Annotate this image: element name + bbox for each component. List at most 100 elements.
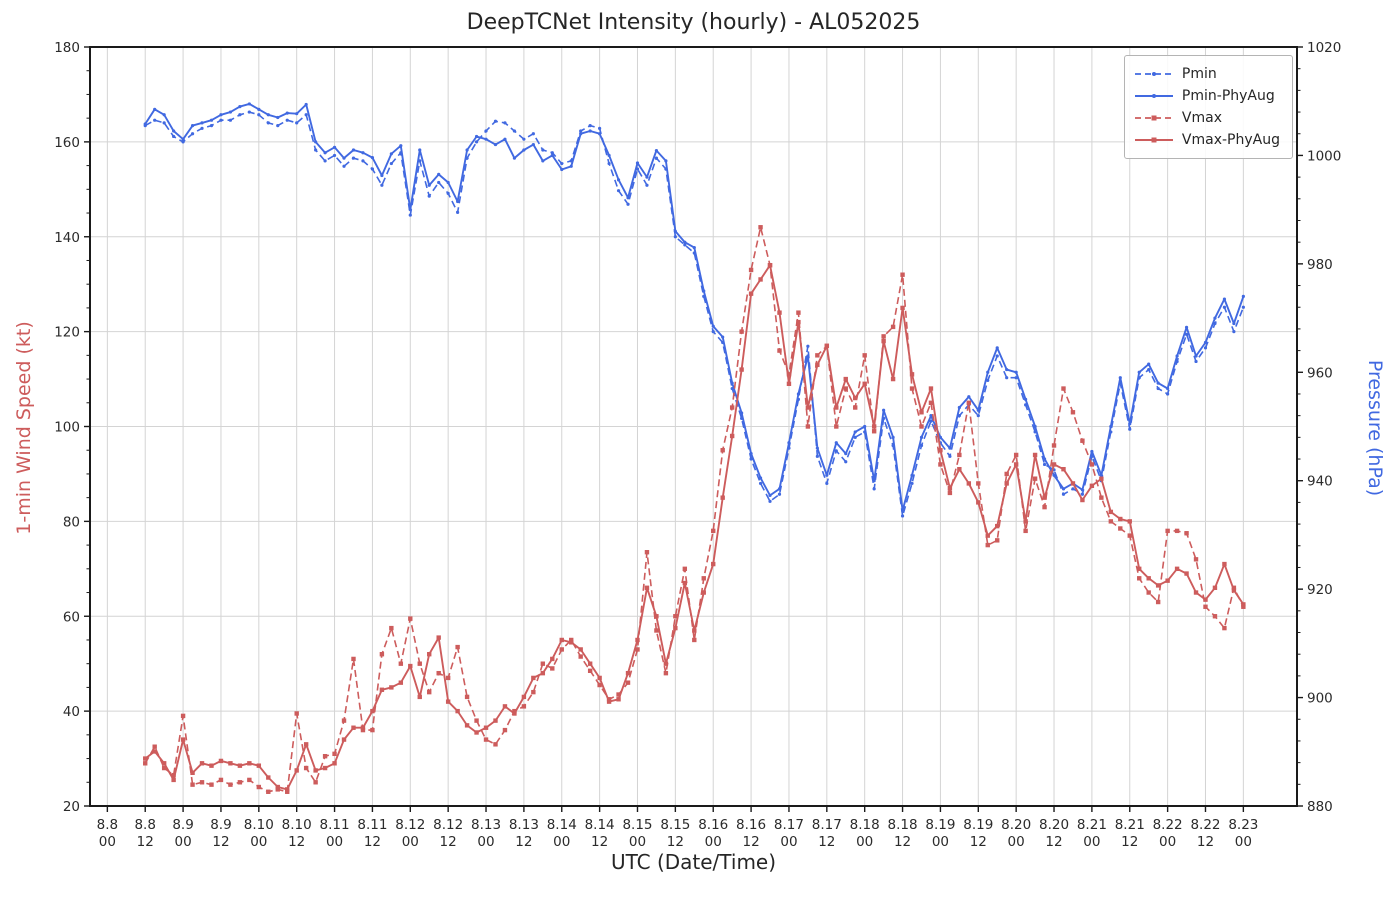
- marker-square: [1222, 561, 1227, 567]
- marker-dot: [749, 452, 753, 456]
- marker-square: [464, 723, 470, 728]
- marker-square: [758, 277, 763, 282]
- marker-square: [483, 725, 489, 730]
- marker-dot: [815, 454, 819, 458]
- marker-square: [218, 758, 224, 764]
- marker-dot: [550, 153, 554, 158]
- marker-square: [512, 708, 517, 714]
- marker-square: [673, 614, 678, 619]
- x-tick-label-hour: 12: [1197, 834, 1214, 850]
- marker-dot: [408, 208, 412, 212]
- marker-dot: [1052, 473, 1056, 477]
- marker-square: [701, 576, 706, 581]
- marker-dot: [768, 499, 772, 503]
- x-tick-label-hour: 00: [1159, 834, 1176, 850]
- marker-dot: [1080, 492, 1085, 496]
- marker-square: [332, 751, 337, 757]
- x-axis-label: UTC (Date/Time): [610, 850, 777, 874]
- legend-line-pmin: [1134, 72, 1173, 76]
- y-tick-label-right: 980: [1307, 257, 1333, 273]
- marker-dot: [427, 183, 431, 187]
- x-tick-label: 8.21: [1077, 817, 1107, 833]
- marker-square: [1089, 462, 1095, 467]
- marker-square: [483, 737, 489, 742]
- marker-square: [1023, 528, 1028, 534]
- marker-dot: [834, 449, 838, 453]
- marker-dot: [181, 137, 185, 141]
- marker-square: [625, 670, 631, 676]
- marker-square: [464, 694, 470, 700]
- marker-square: [1184, 571, 1189, 576]
- marker-dot: [948, 454, 952, 458]
- marker-square: [332, 761, 337, 766]
- marker-square: [871, 429, 877, 434]
- legend-sample-marker: [1151, 115, 1157, 121]
- marker-dot: [711, 324, 715, 328]
- marker-square: [143, 761, 148, 766]
- marker-square: [502, 727, 508, 733]
- marker-square: [550, 656, 555, 662]
- x-tick-label-hour: 00: [932, 834, 949, 850]
- marker-square: [1146, 576, 1151, 581]
- marker-square: [1013, 452, 1019, 458]
- marker-dot: [474, 140, 479, 144]
- marker-square: [587, 661, 593, 666]
- marker-square: [180, 737, 186, 742]
- marker-dot: [342, 164, 346, 168]
- marker-square: [351, 725, 356, 730]
- marker-square: [540, 670, 546, 676]
- marker-square: [654, 614, 659, 619]
- marker-dot: [153, 118, 157, 122]
- marker-dot: [1166, 392, 1170, 396]
- series-line-Pmin: [144, 111, 1245, 517]
- marker-dot: [976, 408, 980, 412]
- marker-square: [1212, 614, 1218, 619]
- marker-square: [171, 777, 176, 783]
- marker-dot: [758, 481, 763, 486]
- marker-dot: [162, 113, 166, 117]
- marker-square: [294, 768, 299, 773]
- marker-dot: [247, 102, 251, 106]
- marker-square: [161, 765, 167, 771]
- marker-square: [569, 637, 574, 643]
- marker-square: [966, 400, 972, 405]
- marker-dot: [437, 180, 441, 185]
- marker-dot: [1184, 325, 1189, 329]
- marker-square: [1203, 597, 1208, 602]
- x-tick-label: 8.9: [210, 817, 231, 833]
- marker-square: [578, 654, 583, 659]
- marker-square: [360, 725, 366, 730]
- marker-dot: [323, 159, 327, 163]
- marker-square: [294, 711, 299, 716]
- marker-square: [1155, 599, 1161, 605]
- marker-dot: [1203, 346, 1208, 350]
- x-tick-label: 8.22: [1153, 817, 1183, 833]
- marker-square: [739, 329, 744, 334]
- marker-square: [351, 656, 356, 662]
- marker-square: [1099, 476, 1104, 481]
- y-tick-label-right: 1020: [1307, 40, 1341, 56]
- x-tick-label-hour: 12: [1045, 834, 1062, 850]
- marker-dot: [995, 354, 999, 358]
- marker-square: [389, 625, 394, 631]
- marker-dot: [351, 148, 356, 152]
- marker-square: [597, 682, 602, 688]
- marker-dot: [257, 113, 261, 117]
- marker-dot: [673, 235, 677, 239]
- marker-square: [673, 625, 678, 631]
- marker-square: [285, 787, 290, 792]
- marker-square: [1080, 497, 1085, 503]
- marker-dot: [550, 151, 554, 155]
- marker-square: [569, 640, 574, 645]
- marker-square: [1051, 462, 1057, 467]
- x-tick-label-hour: 12: [818, 834, 835, 850]
- marker-dot: [938, 435, 943, 439]
- left-y-axis-label: 1-min Wind Speed (kt): [13, 321, 35, 535]
- marker-square: [427, 652, 432, 657]
- marker-dot: [361, 159, 365, 163]
- marker-square: [285, 789, 290, 794]
- marker-dot: [730, 381, 734, 385]
- legend-sample-marker: [1151, 72, 1156, 76]
- marker-square: [748, 267, 754, 273]
- marker-dot: [1156, 386, 1160, 391]
